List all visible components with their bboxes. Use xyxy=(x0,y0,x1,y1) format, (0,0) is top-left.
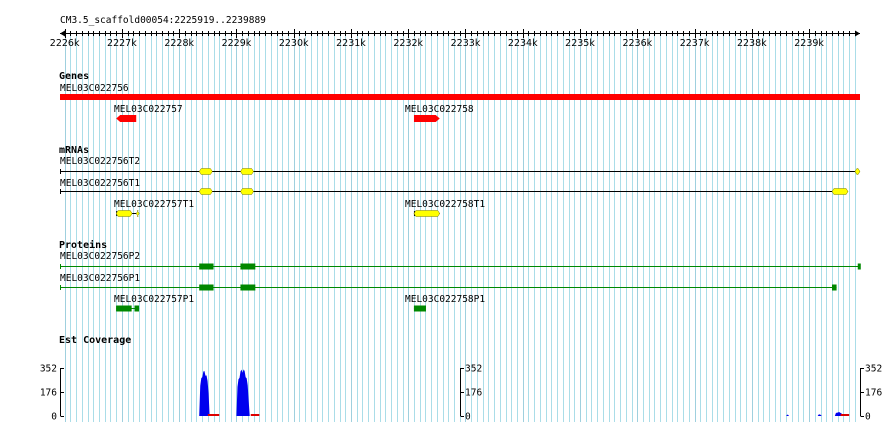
gene-bar[interactable] xyxy=(413,115,440,122)
coverage-scale-label: 0 xyxy=(51,412,57,422)
mrna-label: MEL03C022757T1 xyxy=(114,199,194,210)
coverage-scale-label: 352 xyxy=(40,364,57,375)
coverage-scale-label: 352 xyxy=(865,364,882,375)
track-title-mrnas: mRNAs xyxy=(59,145,89,156)
proteins-track: MEL03C022756P2 MEL03C022756P1 MEL03C022757… xyxy=(60,251,861,312)
protein-label: MEL03C022757P1 xyxy=(114,294,194,305)
protein-exon[interactable] xyxy=(240,284,256,291)
ruler-tick-label: 2230k xyxy=(279,38,309,49)
mrna-exon[interactable] xyxy=(135,210,140,217)
ruler: CM3.5_scaffold00054:2225919..2239889 222… xyxy=(50,15,860,49)
mrna-label: MEL03C022756T1 xyxy=(60,178,140,189)
coverage-peak xyxy=(786,414,790,416)
ruler-tick-label: 2226k xyxy=(50,38,80,49)
coverage-peak xyxy=(817,414,822,416)
track-title-est-coverage: Est Coverage xyxy=(59,335,131,346)
protein-exon[interactable] xyxy=(199,284,214,291)
protein-exon[interactable] xyxy=(413,305,426,312)
track-title-genes: Genes xyxy=(59,71,89,82)
ruler-tick-label: 2238k xyxy=(737,38,767,49)
mrnas-track: MEL03C022756T2 MEL03C022756T1 MEL03C022757… xyxy=(60,156,861,217)
ruler-left-arrow-icon[interactable] xyxy=(60,30,65,37)
mrna-exon[interactable] xyxy=(198,188,213,195)
mrna-exon[interactable] xyxy=(831,188,849,195)
protein-label: MEL03C022756P2 xyxy=(60,251,140,262)
mrna-exon[interactable] xyxy=(854,168,861,175)
ruler-tick-label: 2228k xyxy=(164,38,194,49)
protein-exon[interactable] xyxy=(199,263,214,270)
ruler-tick-label: 2234k xyxy=(508,38,538,49)
mrna-label: MEL03C022758T1 xyxy=(405,199,485,210)
protein-exon[interactable] xyxy=(831,284,837,291)
gene-label: MEL03C022757 xyxy=(114,104,183,115)
mrna-exon[interactable] xyxy=(115,210,133,217)
gene-bar[interactable] xyxy=(60,94,860,100)
ruler-tick-label: 2235k xyxy=(565,38,595,49)
protein-label: MEL03C022758P1 xyxy=(405,294,485,305)
ruler-tick-label: 2237k xyxy=(680,38,710,49)
ruler-right-arrow-icon[interactable] xyxy=(855,30,860,37)
mrna-label: MEL03C022756T2 xyxy=(60,156,140,167)
mrna-exon[interactable] xyxy=(413,210,441,217)
coverage-scale-label: 176 xyxy=(865,388,882,399)
genes-track: MEL03C022756 MEL03C022757 MEL03C022758 xyxy=(60,83,860,122)
coverage-scale-label: 176 xyxy=(40,388,57,399)
coverage-minus-mark xyxy=(250,414,260,416)
ruler-tick-label: 2232k xyxy=(393,38,423,49)
track-title-proteins: Proteins xyxy=(59,239,107,251)
ruler-tick-label: 2229k xyxy=(222,38,252,49)
coverage-scale-label: 352 xyxy=(465,364,482,375)
coverage-peak xyxy=(236,369,251,416)
coverage-peak xyxy=(199,371,211,416)
protein-exon[interactable] xyxy=(857,263,861,270)
protein-label: MEL03C022756P1 xyxy=(60,273,140,284)
gene-label: MEL03C022758 xyxy=(405,104,474,115)
coverage-scale-label: 0 xyxy=(465,412,471,422)
protein-exon[interactable] xyxy=(240,263,256,270)
est-coverage-track: 352 176 0 352 176 0 352 176 0 xyxy=(40,364,883,422)
coverage-scale-label: 176 xyxy=(465,388,482,399)
ruler-tick-label: 2231k xyxy=(336,38,366,49)
ruler-ticks: 2226k 2227k 2228k 2229k 2230k 2231k 2232k 2233k… xyxy=(50,38,825,49)
ruler-tick-label: 2233k xyxy=(451,38,481,49)
ruler-axis[interactable] xyxy=(60,29,860,38)
ruler-tick-label: 2227k xyxy=(107,38,137,49)
gene-label: MEL03C022756 xyxy=(60,83,129,94)
ruler-tick-label: 2239k xyxy=(794,38,824,49)
coverage-minus-mark xyxy=(207,414,220,416)
coverage-minus-mark xyxy=(840,414,850,416)
location-label: CM3.5_scaffold00054:2225919..2239889 xyxy=(60,15,266,26)
ruler-tick-label: 2236k xyxy=(622,38,652,49)
mrna-exon[interactable] xyxy=(240,188,254,195)
mrna-exon[interactable] xyxy=(240,168,254,175)
gene-bar[interactable] xyxy=(116,115,137,122)
protein-exon[interactable] xyxy=(116,305,132,312)
protein-exon[interactable] xyxy=(134,305,140,312)
mrna-exon[interactable] xyxy=(198,168,213,175)
coverage-scale-label: 0 xyxy=(865,412,871,422)
